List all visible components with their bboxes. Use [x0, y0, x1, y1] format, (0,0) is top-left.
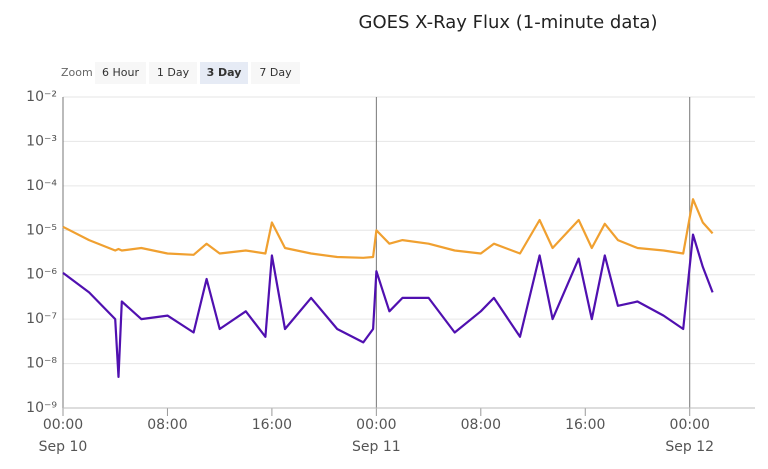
zoom-button[interactable] [149, 62, 197, 84]
x-tick-label: 00:00 [356, 417, 396, 433]
y-tick-label: 10⁻² [26, 89, 57, 105]
x-tick-label: 08:00 [147, 417, 187, 433]
series-line [62, 198, 714, 259]
y-tick-label: 10⁻⁴ [26, 178, 57, 194]
y-tick-label: 10⁻⁸ [26, 356, 57, 372]
zoom-button-label[interactable]: 6 Hour [102, 66, 139, 79]
series-line [62, 233, 714, 378]
y-tick-label: 10⁻⁹ [26, 400, 57, 416]
zoom-button[interactable] [200, 62, 248, 84]
x-tick-label: 08:00 [461, 417, 501, 433]
y-tick-label: 10⁻⁵ [26, 222, 57, 238]
zoom-button-label[interactable]: 3 Day [207, 66, 242, 79]
x-tick-label: 00:00 [670, 417, 710, 433]
y-tick-label: 10⁻⁶ [26, 267, 57, 283]
x-tick-label: 16:00 [252, 417, 292, 433]
y-tick-label: 10⁻³ [26, 133, 57, 149]
zoom-button[interactable] [95, 62, 146, 84]
chart-title: GOES X-Ray Flux (1-minute data) [359, 12, 658, 33]
x-date-label: Sep 11 [352, 439, 401, 455]
x-tick-label: 16:00 [565, 417, 605, 433]
zoom-button-label[interactable]: 7 Day [259, 66, 292, 79]
y-tick-label: 10⁻⁷ [26, 311, 57, 327]
x-tick-label: 00:00 [43, 417, 83, 433]
zoom-button-label[interactable]: 1 Day [157, 66, 190, 79]
x-date-label: Sep 12 [665, 439, 714, 455]
zoom-button[interactable] [251, 62, 300, 84]
x-date-label: Sep 10 [39, 439, 88, 455]
zoom-label: Zoom [61, 66, 93, 79]
